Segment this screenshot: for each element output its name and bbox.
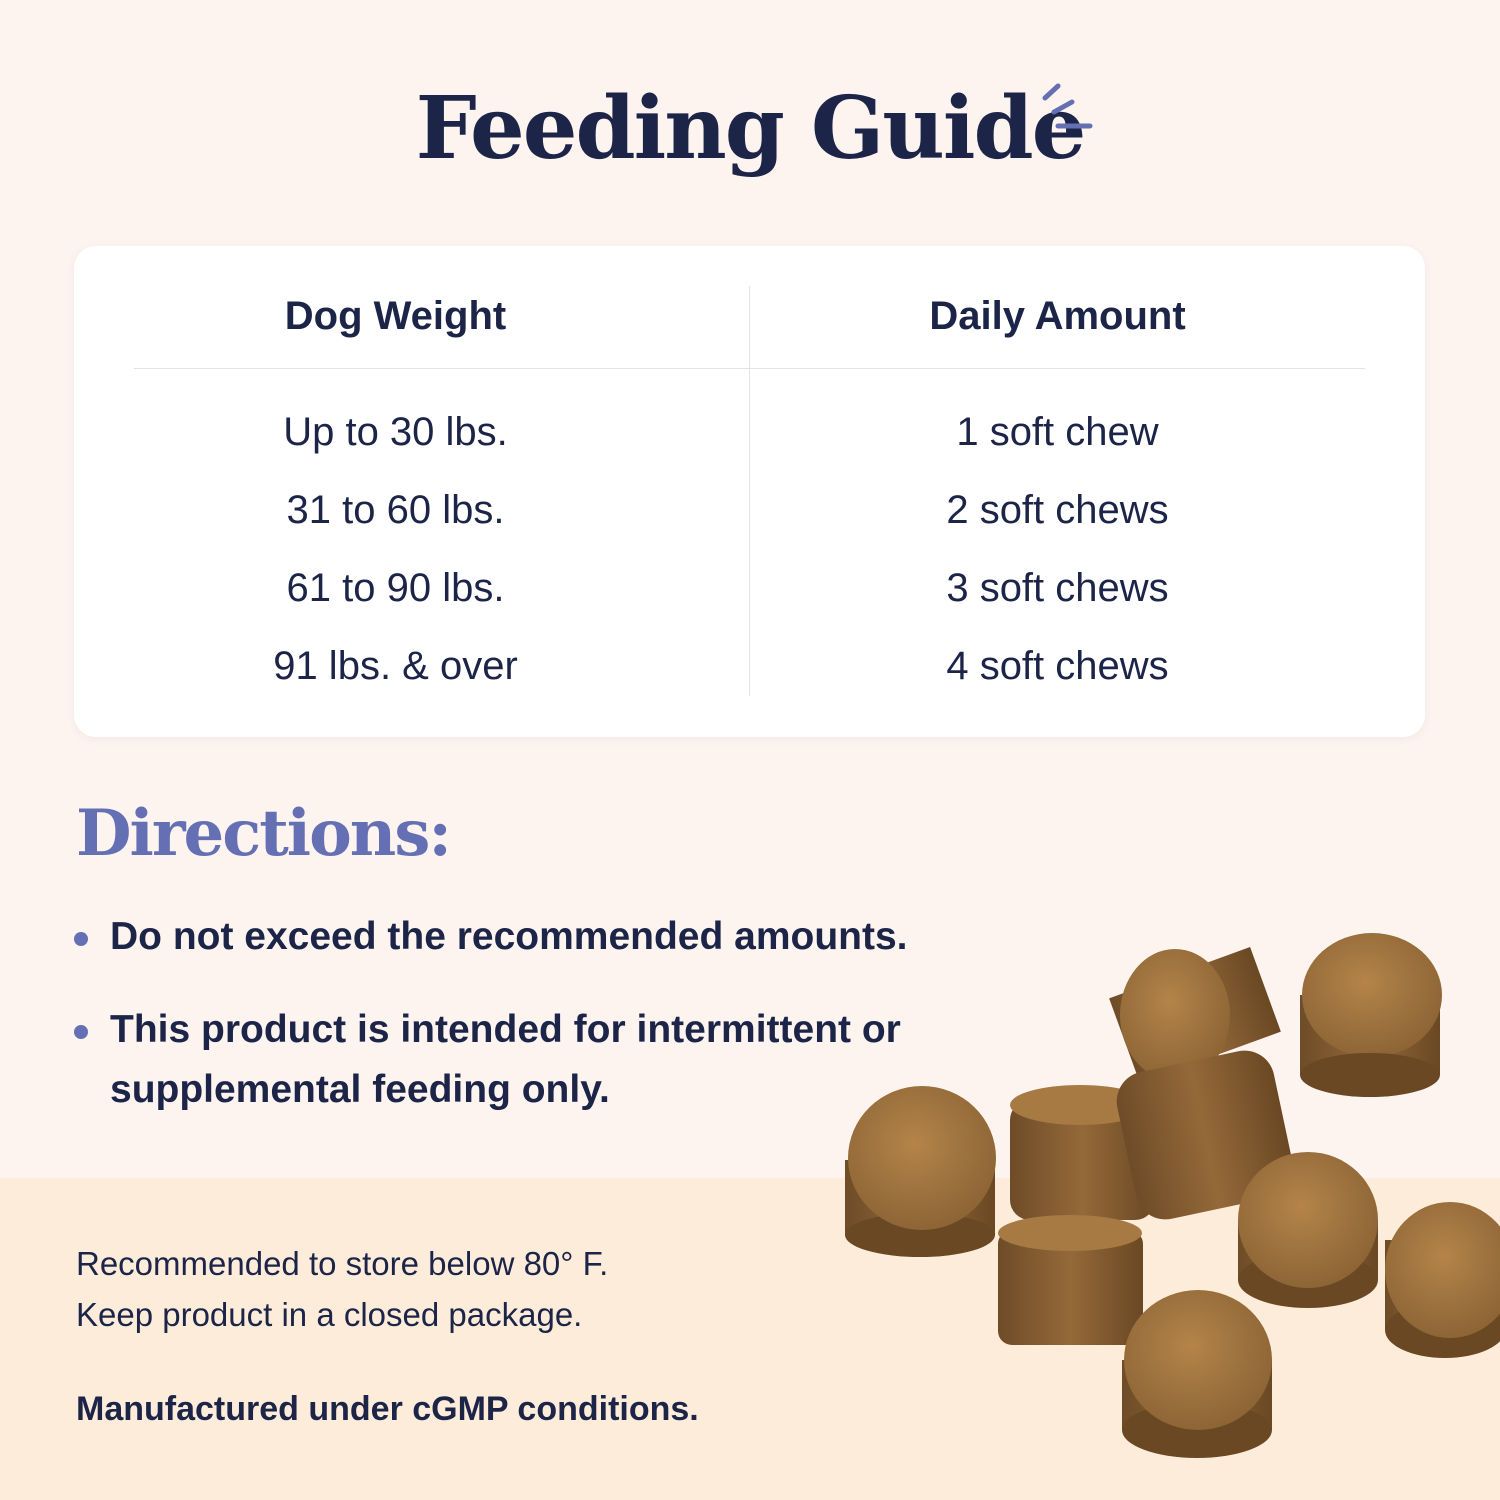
chew (1300, 933, 1442, 1097)
weight-cell: 91 lbs. & over (273, 644, 518, 688)
weight-column: Dog Weight Up to 30 lbs. 31 to 60 lbs. 6… (58, 246, 733, 705)
chew (1122, 1290, 1272, 1458)
amount-column: Daily Amount 1 soft chew 2 soft chews 3 … (720, 246, 1395, 705)
weight-rows: Up to 30 lbs. 31 to 60 lbs. 61 to 90 lbs… (58, 393, 733, 705)
amount-cell: 3 soft chews (946, 566, 1169, 610)
directions-heading: Directions: (76, 796, 452, 871)
storage-line: Keep product in a closed package. (76, 1296, 583, 1333)
storage-text: Recommended to store below 80° F. Keep p… (76, 1238, 608, 1340)
sparkle-icon (1042, 83, 1093, 129)
storage-line: Recommended to store below 80° F. (76, 1245, 609, 1282)
amount-cell: 1 soft chew (956, 410, 1159, 454)
amount-rows: 1 soft chew 2 soft chews 3 soft chews 4 … (720, 393, 1395, 705)
column-divider (749, 286, 750, 696)
chew (1116, 1050, 1294, 1220)
chew (845, 1086, 996, 1257)
header-divider (134, 368, 1365, 369)
weight-cell: Up to 30 lbs. (283, 410, 508, 454)
amount-cell: 4 soft chews (946, 644, 1169, 688)
chew (1010, 1085, 1155, 1220)
page-title: Feeding Guide (415, 78, 1087, 179)
header-daily-amount: Daily Amount (929, 294, 1186, 338)
soft-chews-image (845, 933, 1500, 1458)
amount-cell: 2 soft chews (946, 488, 1169, 532)
direction-item: This product is intended for intermitten… (74, 1000, 910, 1120)
header-dog-weight: Dog Weight (284, 294, 507, 338)
chew (1109, 947, 1281, 1083)
weight-cell: 61 to 90 lbs. (286, 566, 505, 610)
chew (998, 1215, 1143, 1345)
direction-item: Do not exceed the recommended amounts. (74, 907, 1010, 967)
feeding-table: Dog Weight Up to 30 lbs. 31 to 60 lbs. 6… (74, 246, 1425, 737)
chew (1238, 1152, 1378, 1308)
chew (1385, 1202, 1500, 1358)
weight-cell: 31 to 60 lbs. (286, 488, 505, 532)
manufacturing-note: Manufactured under cGMP conditions. (76, 1390, 699, 1428)
